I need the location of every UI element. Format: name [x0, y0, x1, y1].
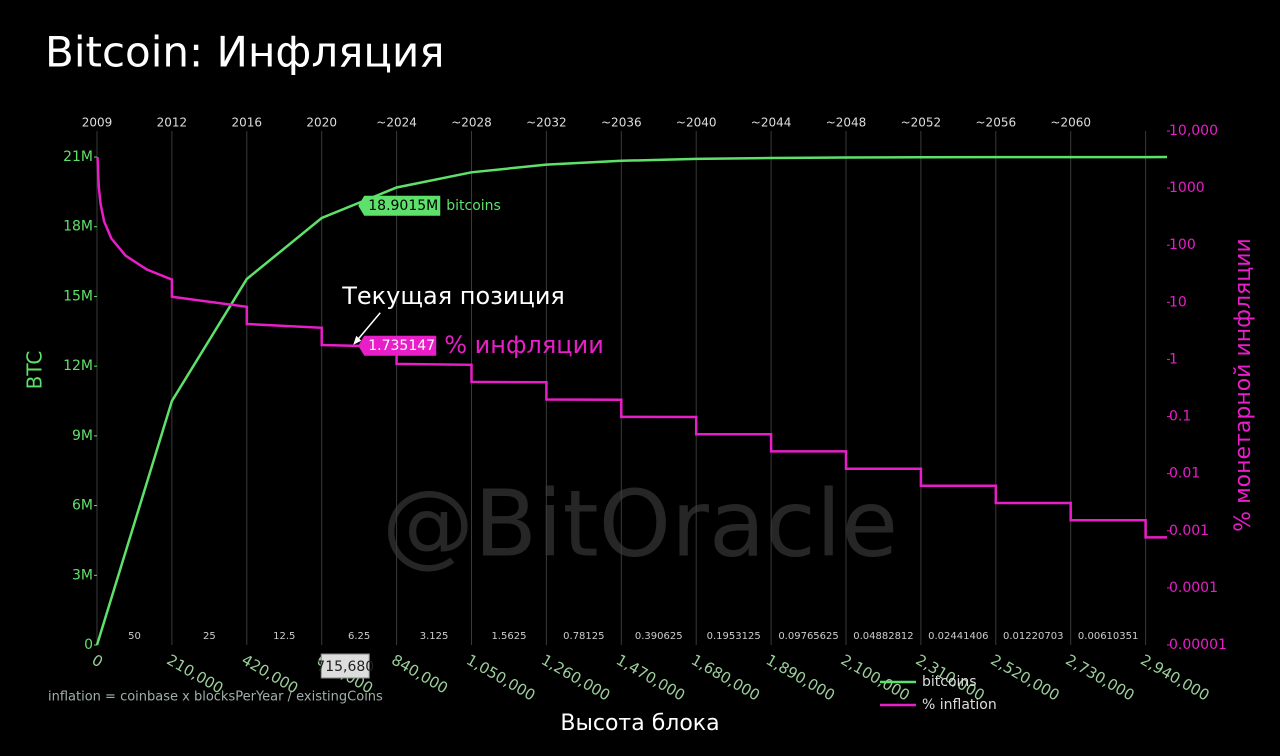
- reward-label: 3.125: [420, 631, 449, 642]
- top-tick-label: ~2056: [976, 116, 1017, 130]
- top-tick-label: ~2044: [751, 116, 792, 130]
- top-tick-label: 2009: [82, 116, 113, 130]
- current-arrow-head: [353, 335, 362, 345]
- y-tick-label: 15M: [63, 288, 93, 304]
- reward-label: 6.25: [348, 631, 370, 642]
- top-tick-label: ~2024: [376, 116, 417, 130]
- x-marker-box: [320, 653, 370, 679]
- formula: inflation = coinbase x blocksPerYear / e…: [48, 690, 383, 705]
- reward-label: 0.78125: [563, 631, 604, 642]
- reward-label: 0.02441406: [928, 631, 988, 642]
- legend-label: bitcoins: [922, 674, 977, 690]
- y-tick-label: 18M: [63, 219, 93, 235]
- y2-tick-label: 10,000: [1169, 123, 1218, 139]
- reward-label: 0.00610351: [1078, 631, 1138, 642]
- reward-label: 0.01220703: [1003, 631, 1063, 642]
- y-tick-label: 3M: [72, 567, 93, 583]
- reward-label: 0.04882812: [853, 631, 913, 642]
- top-tick-label: 2016: [232, 116, 263, 130]
- series-line: [96, 156, 1167, 539]
- y-tick-label: 21M: [63, 149, 93, 165]
- x-axis-title: Высота блока: [560, 711, 719, 736]
- y2-tick-label: 1000: [1169, 180, 1205, 196]
- btc-label: 18.9015M: [368, 198, 438, 214]
- y2-tick-label: 0.001: [1169, 523, 1209, 539]
- y-tick-label: 12M: [63, 358, 93, 374]
- btc-label-box: [358, 195, 441, 216]
- y2-tick-label: 1: [1169, 351, 1178, 367]
- inflation-label: 1.735147: [368, 338, 435, 354]
- top-tick-label: ~2028: [451, 116, 492, 130]
- y2-tick-label: 0.0001: [1169, 580, 1218, 596]
- y-tick-label: 0: [84, 637, 93, 653]
- reward-label: 25: [203, 631, 216, 642]
- y2-tick-label: 100: [1169, 237, 1196, 253]
- series-line: [95, 155, 1168, 646]
- y2-tick-label: 0.01: [1169, 466, 1200, 482]
- reward-label: 12.5: [273, 631, 295, 642]
- reward-label: 1.5625: [491, 631, 526, 642]
- reward-label: 0.390625: [635, 631, 683, 642]
- chart-title: Bitcoin: Инфляция: [45, 28, 445, 77]
- top-tick-label: 2020: [306, 116, 337, 130]
- reward-label: 0.09765625: [778, 631, 838, 642]
- top-tick-label: ~2052: [901, 116, 942, 130]
- x-marker-label: 715,680: [316, 659, 374, 675]
- legend-label: % inflation: [922, 697, 997, 713]
- y2-tick-label: 0.1: [1169, 409, 1191, 425]
- watermark: @BitOracle: [382, 470, 898, 577]
- top-tick-label: ~2040: [676, 116, 717, 130]
- btc-text: bitcoins: [446, 198, 501, 214]
- reward-label: 0.1953125: [707, 631, 761, 642]
- y-axis-title: BTC: [23, 351, 47, 390]
- current-note: Текущая позиция: [341, 282, 565, 310]
- top-tick-label: ~2060: [1050, 116, 1091, 130]
- inflation-text: % инфляции: [444, 331, 604, 359]
- y-tick-label: 9M: [72, 428, 93, 444]
- y2-tick-label: 0.00001: [1169, 637, 1227, 653]
- reward-label: 50: [128, 631, 141, 642]
- inflation-label-box: [358, 335, 437, 356]
- y2-axis-title: % монетарной инфляции: [1231, 238, 1256, 532]
- top-tick-label: 2012: [157, 116, 188, 130]
- top-tick-label: ~2048: [826, 116, 867, 130]
- top-tick-label: ~2032: [526, 116, 567, 130]
- y-tick-label: 6M: [72, 498, 93, 514]
- y2-tick-label: 10: [1169, 294, 1187, 310]
- top-tick-label: ~2036: [601, 116, 642, 130]
